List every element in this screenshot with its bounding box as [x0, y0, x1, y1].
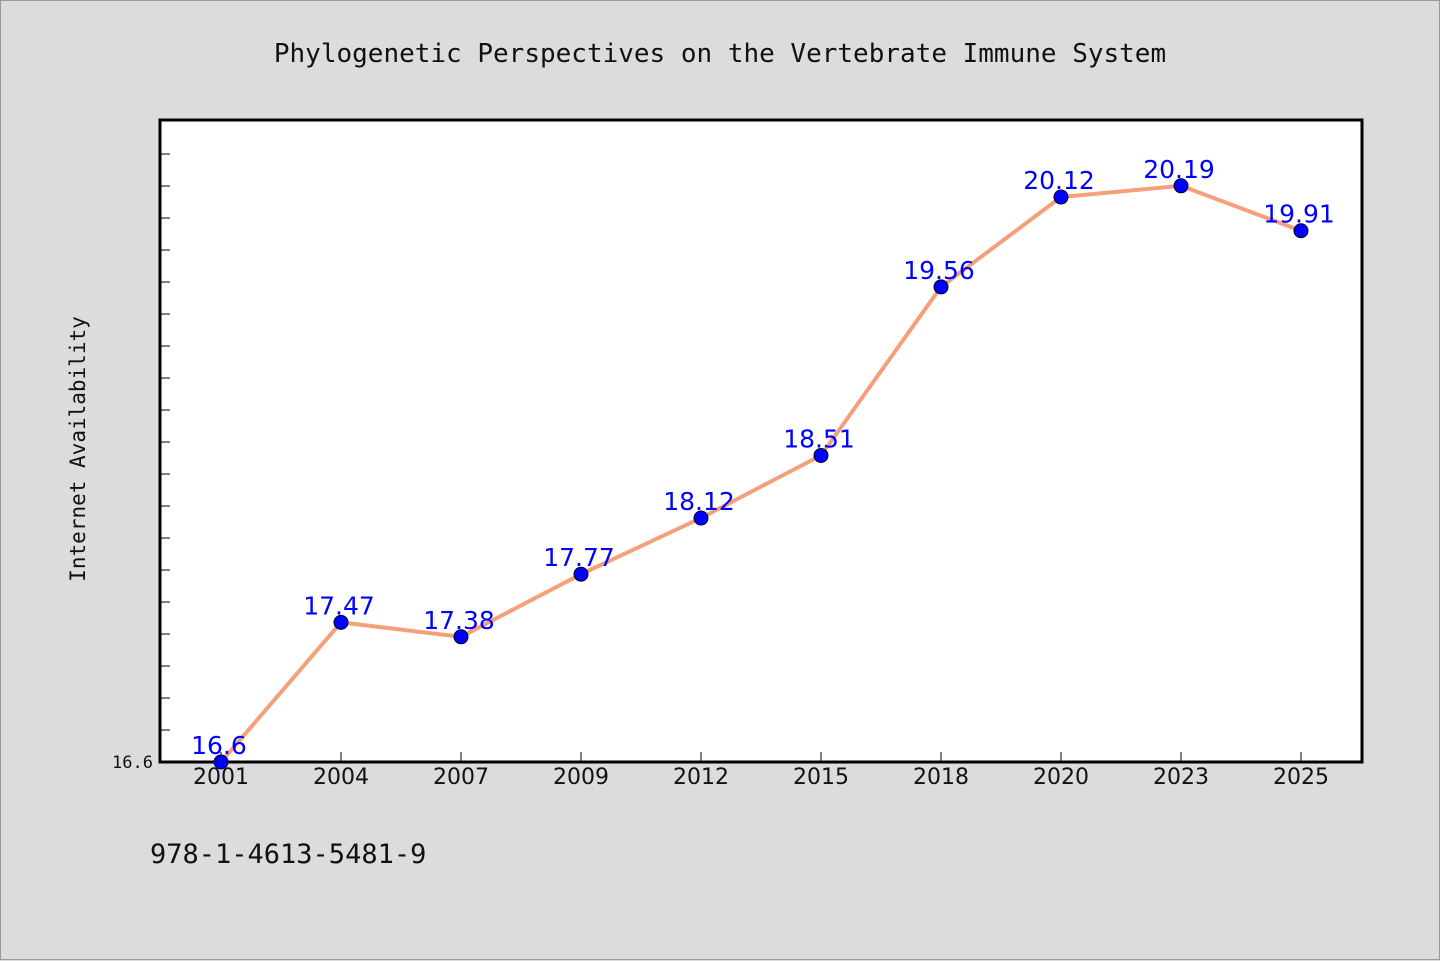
chart-title: Phylogenetic Perspectives on the Vertebr… [274, 39, 1166, 69]
series-line [219, 183, 1302, 764]
data-label: 18.12 [663, 487, 735, 516]
data-point [333, 614, 349, 630]
y-tick-label: 16.6 [112, 753, 153, 773]
data-point [453, 629, 469, 645]
data-label: 16.6 [191, 731, 247, 760]
data-label: 18.51 [783, 424, 855, 453]
footnote-isbn: 978-1-4613-5481-9 [150, 839, 426, 870]
data-point [1293, 223, 1309, 239]
data-label: 19.91 [1263, 200, 1335, 229]
data-point [1053, 189, 1069, 205]
x-tick-label: 2012 [673, 765, 729, 790]
data-series: 16.6 17.47 17.38 17.77 18.12 18.51 19.56 20.12 2… [191, 155, 1335, 770]
x-tick-label: 2023 [1153, 765, 1209, 790]
x-tick-label: 2015 [793, 765, 849, 790]
data-label: 17.47 [303, 591, 375, 620]
x-tick-label: 2025 [1273, 765, 1329, 790]
data-point [693, 510, 709, 526]
x-tick-label: 2020 [1033, 765, 1089, 790]
x-tick-labels: 2001 2004 2007 2009 2012 2015 2018 2020 2023 2025 [193, 765, 1329, 790]
y-axis-label: Internet Availability [66, 316, 90, 582]
data-label: 17.77 [543, 543, 615, 572]
x-tick-label: 2009 [553, 765, 609, 790]
axis-ticks [160, 153, 1302, 762]
data-point [813, 447, 829, 463]
data-label: 20.12 [1023, 166, 1095, 195]
plot-area [158, 118, 1364, 764]
x-tick-label: 2007 [433, 765, 489, 790]
data-label: 17.38 [423, 606, 495, 635]
data-point [1173, 178, 1189, 194]
x-tick-label: 2004 [313, 765, 369, 790]
data-point [573, 566, 589, 582]
data-label: 19.56 [903, 256, 975, 285]
data-point [213, 754, 229, 770]
data-point [933, 279, 949, 295]
x-tick-label: 2018 [913, 765, 969, 790]
data-label: 20.19 [1143, 155, 1215, 184]
y-tick-labels: 16.6 [112, 753, 153, 773]
